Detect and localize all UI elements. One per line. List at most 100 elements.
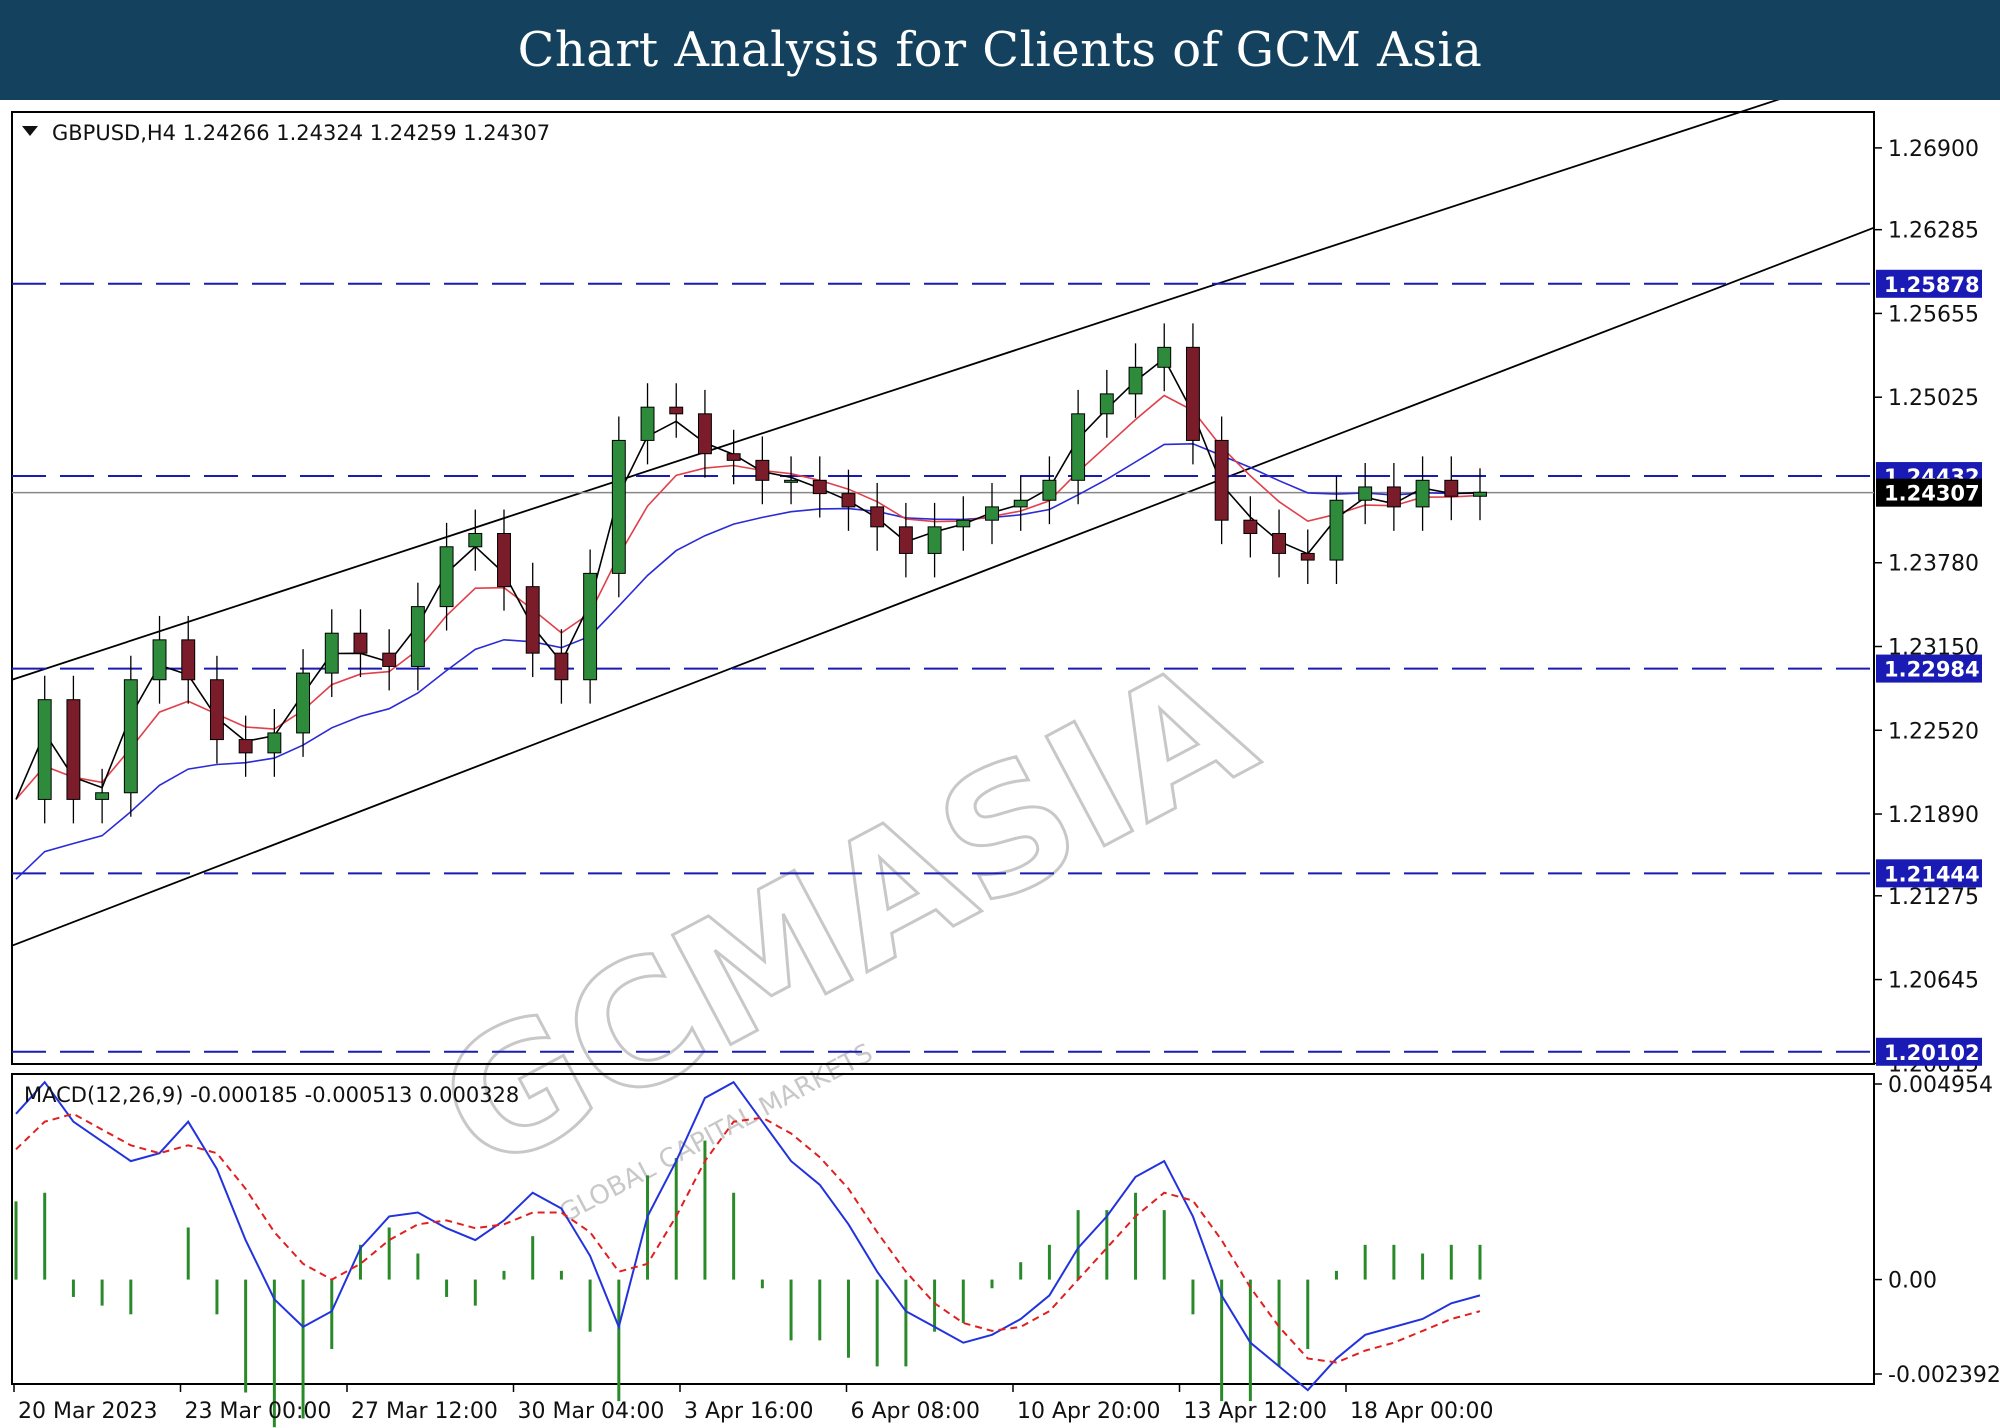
level-badge-label: 1.22984 (1884, 658, 1980, 682)
current-price-label: 1.24307 (1884, 482, 1980, 506)
candle-bull (956, 519, 971, 528)
candle-bull (296, 672, 311, 734)
macd-axis: 0.004954 0.00 -0.002392 (1874, 1073, 2000, 1388)
candle-bear (525, 586, 540, 654)
candle-bear (697, 413, 712, 455)
candle-bear (353, 632, 368, 654)
candle-bull (1358, 486, 1373, 501)
level-badge (1876, 859, 1982, 888)
macd-tick-label: 0.004954 (1888, 1073, 1993, 1098)
signal-line (15, 1112, 1481, 1364)
time-tick-label: 27 Mar 12:00 (351, 1399, 498, 1424)
time-tick-label: 13 Apr 12:00 (1184, 1399, 1327, 1424)
macd-line (15, 1080, 1481, 1392)
candle-bull (1473, 491, 1487, 497)
watermark-main-text: GCMASIA (410, 623, 1282, 1212)
time-tick-label: 18 Apr 00:00 (1350, 1399, 1493, 1424)
candle-bear (669, 406, 684, 415)
level-badge-label: 1.21444 (1884, 862, 1980, 886)
candle-bear (755, 459, 770, 481)
candle-bear (1243, 519, 1258, 534)
candle-bull (37, 699, 52, 800)
ma-fast-line (15, 357, 1481, 800)
candle-bull (324, 632, 339, 674)
channel-upper-line (11, 100, 1780, 681)
candle-bear (812, 479, 827, 495)
price-tick-label: 1.22520 (1888, 719, 1979, 744)
price-tick-label: 1.21890 (1888, 803, 1979, 828)
level-badge (1876, 1037, 1982, 1066)
price-tick-label: 1.25025 (1888, 386, 1979, 411)
price-tick-label: 1.23780 (1888, 552, 1979, 577)
candle-bull (468, 532, 483, 548)
candle-bull (1415, 479, 1430, 508)
level-badge-label: 1.25878 (1884, 273, 1980, 297)
level-badge (1876, 654, 1982, 683)
channel-lower-line (11, 226, 1875, 947)
candle-bear (1300, 552, 1315, 561)
candle-bull (410, 606, 425, 667)
candle-bull (640, 406, 655, 441)
time-tick-label: 3 Apr 16:00 (684, 1399, 813, 1424)
candle-bull (784, 479, 799, 483)
time-tick-label: 10 Apr 20:00 (1017, 1399, 1160, 1424)
candle-bull (1042, 479, 1057, 501)
candle-bull (152, 639, 167, 681)
time-tick-label: 30 Mar 04:00 (518, 1399, 665, 1424)
candle-bear (382, 652, 397, 667)
candle-bear (1185, 346, 1200, 441)
candle-bear (1272, 532, 1287, 554)
macd-pane-frame (11, 1073, 1875, 1385)
candle-bear (1444, 479, 1459, 497)
price-tick-label: 1.26285 (1888, 219, 1979, 244)
price-axis: 1.269001.262851.256551.250251.237801.231… (1874, 137, 1982, 1077)
candle-bull (123, 679, 138, 794)
current-price-badge (1876, 478, 1982, 507)
price-tick-label: 1.26900 (1888, 137, 1979, 162)
candle-bear (898, 526, 913, 554)
time-tick-label: 23 Mar 00:00 (185, 1399, 332, 1424)
price-tick-label: 1.25655 (1888, 302, 1979, 327)
macd-tick-label: -0.002392 (1888, 1363, 2000, 1388)
candle-bear (181, 639, 196, 681)
level-badge-label: 1.20102 (1884, 1041, 1980, 1065)
candle-bear (497, 532, 511, 588)
candle-bear (66, 699, 81, 800)
chart: GCMASIA GLOBAL CAPITAL MARKETS 1.26900 1.… (11, 100, 2000, 1428)
candle-bull (1099, 393, 1114, 415)
candle-bull (267, 732, 282, 754)
time-tick-label: 6 Apr 08:00 (851, 1399, 980, 1424)
candle-bear (1214, 439, 1229, 521)
ma-mid-line (15, 394, 1481, 800)
banner: Chart Analysis for Clients of GCM Asia (0, 0, 2000, 100)
candle-bull (1329, 499, 1344, 561)
candle-bear (841, 493, 856, 508)
price-pane (11, 100, 1875, 1053)
candle-bull (95, 792, 110, 800)
price-tick-label: 1.20645 (1888, 969, 1979, 994)
candle-bull (1013, 499, 1028, 508)
symbol-info: GBPUSD,H4 1.24266 1.24324 1.24259 1.2430… (52, 121, 550, 145)
candle-bear (209, 679, 224, 741)
candle-bull (1128, 366, 1143, 395)
candle-bear (554, 652, 569, 681)
time-tick-label: 20 Mar 2023 (18, 1399, 157, 1424)
candle-bull (985, 506, 999, 521)
candle-bull (1157, 346, 1172, 368)
price-tick-label: 1.21275 (1888, 885, 1979, 910)
macd-tick-label: 0.00 (1888, 1269, 1937, 1294)
macd-info: MACD(12,26,9) -0.000185 -0.000513 0.0003… (24, 1083, 519, 1107)
dropdown-triangle-icon[interactable] (22, 126, 38, 136)
candle-bull (439, 546, 454, 608)
watermark: GCMASIA GLOBAL CAPITAL MARKETS (408, 621, 1283, 1229)
candle-bear (726, 453, 741, 461)
candle-bear (1386, 486, 1401, 508)
price-pane-frame (11, 111, 1875, 1065)
candle-bull (1071, 413, 1086, 481)
time-axis: 20 Mar 2023 23 Mar 00:00 27 Mar 12:00 30 Ma… (13, 1384, 1493, 1424)
candle-bull (927, 526, 942, 554)
candle-bull (611, 439, 626, 574)
candle-bull (583, 572, 598, 681)
candle-bear (870, 506, 885, 528)
banner-title: Chart Analysis for Clients of GCM Asia (517, 22, 1483, 78)
